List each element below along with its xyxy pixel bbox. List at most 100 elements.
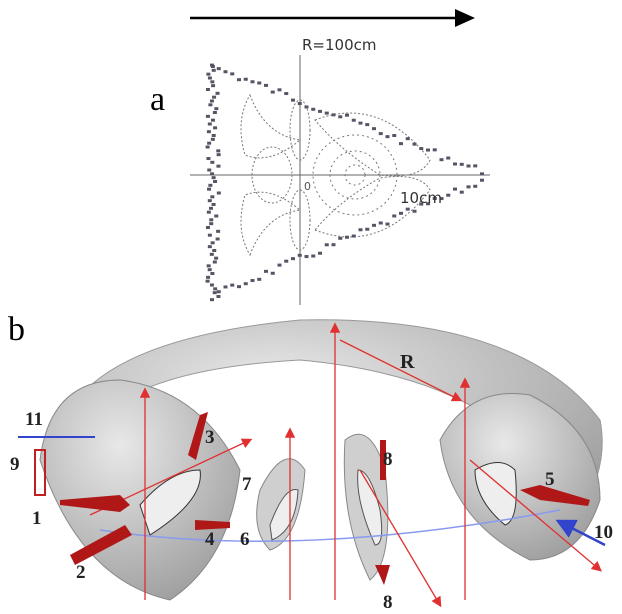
separatrix-dot [206, 157, 210, 160]
separatrix-dot [271, 91, 275, 94]
separatrix-dot [207, 188, 211, 191]
separatrix-dot [237, 78, 241, 81]
separatrix-dot [207, 142, 211, 145]
separatrix-dot [392, 134, 396, 137]
island [241, 192, 300, 255]
separatrix-dot [214, 215, 218, 218]
separatrix-dot [208, 245, 212, 248]
separatrix-dot [216, 92, 220, 95]
separatrix-dot [467, 185, 471, 188]
separatrix-dot [214, 107, 218, 110]
separatrix-dot [210, 253, 214, 256]
separatrix-dot [207, 264, 211, 267]
separatrix-dot [209, 218, 213, 221]
arrow-head [455, 9, 475, 27]
separatrix-dot [224, 285, 228, 288]
marker-label: 3 [205, 427, 215, 448]
separatrix-dot [406, 208, 410, 211]
separatrix-dot [216, 295, 220, 298]
separatrix-dot [446, 194, 450, 197]
separatrix-dot [216, 165, 220, 168]
separatrix-dot [413, 143, 417, 146]
separatrix-dot [207, 211, 211, 214]
separatrix-dot [453, 188, 457, 191]
separatrix-dot [298, 102, 302, 105]
scale-label: 10cm [400, 189, 442, 207]
separatrix-dot [208, 103, 212, 106]
separatrix-dot [212, 249, 216, 252]
separatrix-dot [217, 192, 221, 195]
marker-label: 2 [76, 562, 86, 583]
separatrix-dot [211, 84, 215, 87]
separatrix-dot [208, 123, 212, 126]
separatrix-dot [372, 224, 376, 227]
separatrix-dot [386, 223, 390, 226]
separatrix-dot [446, 157, 450, 160]
separatrix-dot [426, 149, 430, 152]
probe [375, 565, 390, 585]
separatrix-dot [318, 252, 322, 255]
separatrix-dot [206, 276, 210, 279]
separatrix-dot [210, 284, 214, 287]
marker-label: 5 [545, 469, 555, 490]
separatrix-dot [406, 137, 410, 140]
separatrix-dot [291, 257, 295, 260]
separatrix-dot [212, 176, 216, 179]
separatrix-dot [210, 64, 214, 67]
separatrix-dot [217, 290, 221, 293]
marker-label: 6 [240, 529, 250, 550]
separatrix-dot [379, 132, 383, 135]
separatrix-dot [399, 212, 403, 215]
separatrix-dot [208, 199, 212, 202]
separatrix-dot [213, 261, 217, 264]
separatrix-dot [359, 122, 363, 125]
separatrix-dot [210, 100, 214, 103]
separatrix-dot [216, 149, 220, 152]
separatrix-dot [210, 272, 214, 275]
separatrix-dot [399, 142, 403, 145]
separatrix-dot [392, 214, 396, 217]
separatrix-dot [230, 72, 234, 75]
separatrix-dot [211, 119, 215, 122]
separatrix-dot [251, 279, 255, 282]
separatrix-dot [213, 111, 217, 114]
coil-section [40, 380, 240, 600]
separatrix-dot [206, 280, 210, 283]
separatrix-dot [207, 130, 211, 133]
panel-label: a [150, 81, 165, 118]
separatrix-dot [251, 80, 255, 83]
separatrix-dot [291, 99, 295, 102]
separatrix-dot [206, 226, 210, 229]
island [241, 95, 300, 158]
panel-label: b [8, 311, 25, 348]
separatrix-dot [244, 282, 248, 285]
separatrix-dot [359, 228, 363, 231]
separatrix-dot [433, 148, 437, 151]
separatrix-dot [318, 110, 322, 113]
separatrix-dot [224, 70, 228, 73]
marker-label: 9 [10, 454, 20, 475]
marker-label: 7 [242, 474, 252, 495]
radius-label: R [400, 351, 415, 373]
separatrix-dot [332, 243, 336, 246]
separatrix-dot [257, 278, 261, 281]
separatrix-dot [257, 81, 261, 84]
separatrix-dot [206, 88, 210, 91]
separatrix-dot [210, 298, 214, 301]
separatrix-dot [213, 180, 217, 183]
separatrix-dot [365, 123, 369, 126]
separatrix-dot [206, 73, 210, 76]
marker-label: 8 [383, 592, 393, 613]
separatrix-dot [372, 127, 376, 130]
separatrix-dot [207, 169, 211, 172]
separatrix-dot [209, 207, 213, 210]
separatrix-dot [480, 179, 484, 182]
separatrix-dot [210, 161, 214, 164]
separatrix-dot [211, 138, 215, 141]
separatrix-dot [325, 112, 329, 115]
separatrix-dot [467, 165, 471, 168]
separatrix-dot [214, 257, 218, 260]
marker-label: 8 [383, 449, 393, 470]
separatrix-dot [440, 158, 444, 161]
separatrix-dot [345, 114, 349, 117]
